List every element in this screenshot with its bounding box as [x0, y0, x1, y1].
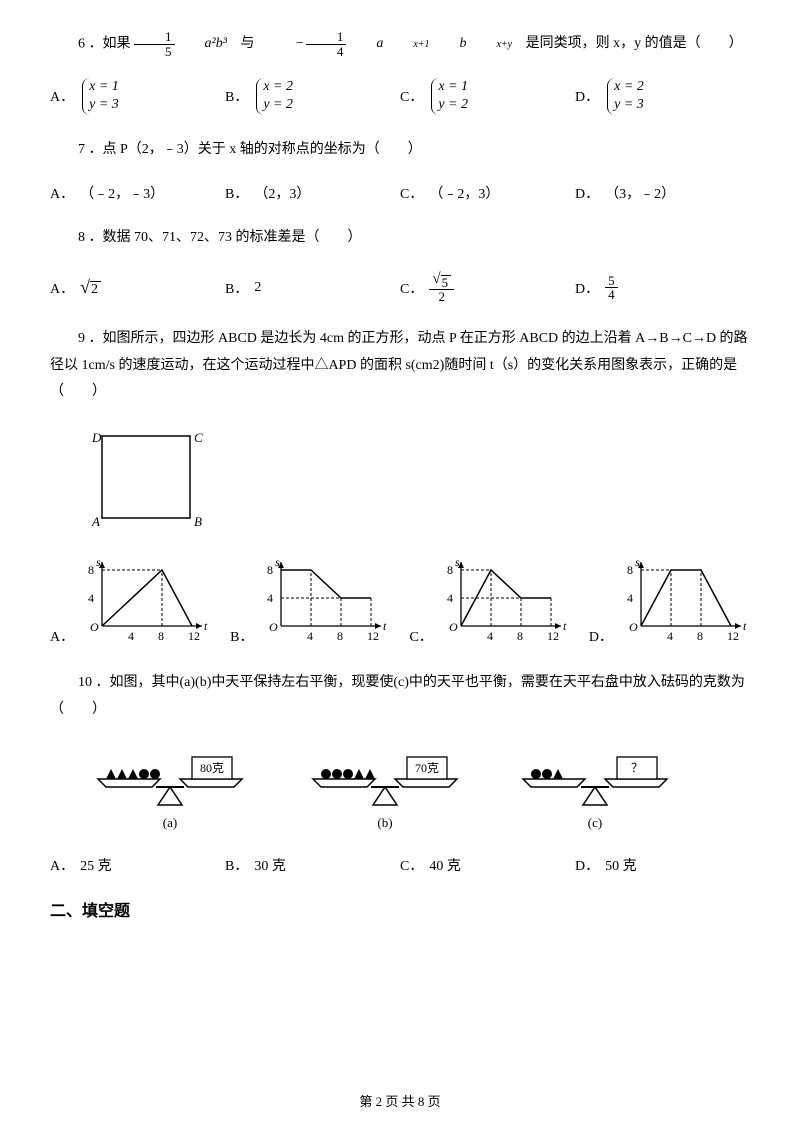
- svg-text:s: s: [635, 556, 640, 569]
- q6-prefix: 6 ．如果: [78, 36, 131, 51]
- svg-text:12: 12: [727, 629, 739, 643]
- svg-text:70克: 70克: [415, 761, 439, 775]
- svg-text:O: O: [90, 620, 99, 634]
- svg-text:8: 8: [267, 563, 273, 577]
- q8-opt-b[interactable]: B．2: [225, 272, 400, 304]
- svg-text:O: O: [269, 620, 278, 634]
- q7-opt-a[interactable]: A．（﹣2，﹣3）: [50, 183, 225, 203]
- q8-opt-d[interactable]: D．54: [575, 272, 750, 304]
- q9-opt-c[interactable]: C．stO484812: [409, 556, 568, 646]
- balance-b: 70克 (b): [300, 743, 470, 833]
- page-footer: 第 2 页 共 8 页: [0, 1091, 800, 1110]
- question-8: 8 ．数据 70、71、72、73 的标准差是（ ）: [50, 225, 750, 252]
- svg-text:8: 8: [337, 629, 343, 643]
- q7-opt-c[interactable]: C．（﹣2，3）: [400, 183, 575, 203]
- q10-opt-a[interactable]: A．25 克: [50, 855, 225, 875]
- svg-text:D: D: [91, 430, 102, 445]
- svg-text:(b): (b): [377, 815, 392, 830]
- svg-text:8: 8: [627, 563, 633, 577]
- q8-opt-a[interactable]: A．√2: [50, 272, 225, 304]
- q10-opt-b[interactable]: B．30 克: [225, 855, 400, 875]
- q7-options: A．（﹣2，﹣3） B．（2，3） C．（﹣2，3） D．（3，﹣2）: [50, 183, 750, 203]
- svg-text:s: s: [275, 556, 280, 569]
- svg-text:s: s: [96, 556, 101, 569]
- svg-text:t: t: [743, 619, 747, 633]
- svg-text:80克: 80克: [200, 761, 224, 775]
- svg-text:t: t: [563, 619, 567, 633]
- q6-suffix: 是同类项，则 x，y 的值是（ ）: [526, 36, 743, 51]
- q10-opt-c[interactable]: C．40 克: [400, 855, 575, 875]
- svg-text:s: s: [455, 556, 460, 569]
- q7-opt-d[interactable]: D．（3，﹣2）: [575, 183, 750, 203]
- q6-opt-b[interactable]: B．x = 2y = 2: [225, 78, 400, 114]
- svg-text:4: 4: [487, 629, 493, 643]
- question-9: 9 ．如图所示，四边形 ABCD 是边长为 4cm 的正方形，动点 P 在正方形…: [50, 326, 750, 406]
- svg-text:(a): (a): [163, 815, 177, 830]
- q6-opt-c[interactable]: C．x = 1y = 2: [400, 78, 575, 114]
- q9-options: A．stO484812 B．stO484812 C．stO484812 D．st…: [50, 556, 750, 646]
- svg-text:A: A: [91, 514, 100, 529]
- q10-balances: 80克 (a) 70克 (b) ？ (c): [80, 743, 750, 833]
- q9-opt-d[interactable]: D．stO484812: [589, 556, 749, 646]
- q9-opt-b[interactable]: B．stO484812: [230, 556, 389, 646]
- svg-text:4: 4: [667, 629, 673, 643]
- svg-text:12: 12: [188, 629, 200, 643]
- q6-expr1: 15 a²b³: [134, 30, 227, 58]
- svg-text:8: 8: [158, 629, 164, 643]
- q6-opt-a[interactable]: A．x = 1y = 3: [50, 78, 225, 114]
- q8-opt-c[interactable]: C．√52: [400, 272, 575, 304]
- balance-a: 80克 (a): [80, 743, 260, 833]
- svg-text:C: C: [194, 430, 203, 445]
- svg-text:4: 4: [88, 591, 94, 605]
- q9-square-figure: D C A B: [84, 426, 750, 536]
- svg-text:12: 12: [367, 629, 379, 643]
- svg-text:8: 8: [447, 563, 453, 577]
- q6-opt-d[interactable]: D．x = 2y = 3: [575, 78, 750, 114]
- question-7: 7 ．点 P（2，﹣3）关于 x 轴的对称点的坐标为（ ）: [50, 137, 750, 164]
- svg-text:O: O: [629, 620, 638, 634]
- svg-text:O: O: [449, 620, 458, 634]
- q6-mid: 与: [240, 36, 254, 51]
- question-10: 10 ．如图，其中(a)(b)中天平保持左右平衡，现要使(c)中的天平也平衡，需…: [50, 670, 750, 723]
- svg-text:t: t: [204, 619, 208, 633]
- square-abcd: D C A B: [84, 426, 204, 536]
- q7-opt-b[interactable]: B．（2，3）: [225, 183, 400, 203]
- svg-text:(c): (c): [588, 815, 602, 830]
- svg-text:8: 8: [517, 629, 523, 643]
- svg-text:？: ？: [631, 761, 643, 775]
- q10-options: A．25 克 B．30 克 C．40 克 D．50 克: [50, 855, 750, 875]
- q6-options: A．x = 1y = 3 B．x = 2y = 2 C．x = 1y = 2 D…: [50, 78, 750, 114]
- q8-options: A．√2 B．2 C．√52 D．54: [50, 272, 750, 304]
- question-6: 6 ．如果 15 a²b³ 与 − 14 ax+1bx+y 是同类项，则 x，y…: [50, 30, 750, 58]
- balance-c: ？ (c): [510, 743, 680, 833]
- svg-text:8: 8: [697, 629, 703, 643]
- q10-opt-d[interactable]: D．50 克: [575, 855, 750, 875]
- svg-text:t: t: [383, 619, 387, 633]
- svg-text:4: 4: [627, 591, 633, 605]
- q9-opt-a[interactable]: A．stO484812: [50, 556, 210, 646]
- svg-text:4: 4: [128, 629, 134, 643]
- svg-text:4: 4: [307, 629, 313, 643]
- svg-text:12: 12: [547, 629, 559, 643]
- svg-text:B: B: [194, 514, 202, 529]
- svg-text:4: 4: [267, 591, 273, 605]
- q6-expr2: − 14 ax+1bx+y: [268, 30, 512, 58]
- section-2-title: 二、填空题: [50, 897, 750, 921]
- svg-text:8: 8: [88, 563, 94, 577]
- svg-text:4: 4: [447, 591, 453, 605]
